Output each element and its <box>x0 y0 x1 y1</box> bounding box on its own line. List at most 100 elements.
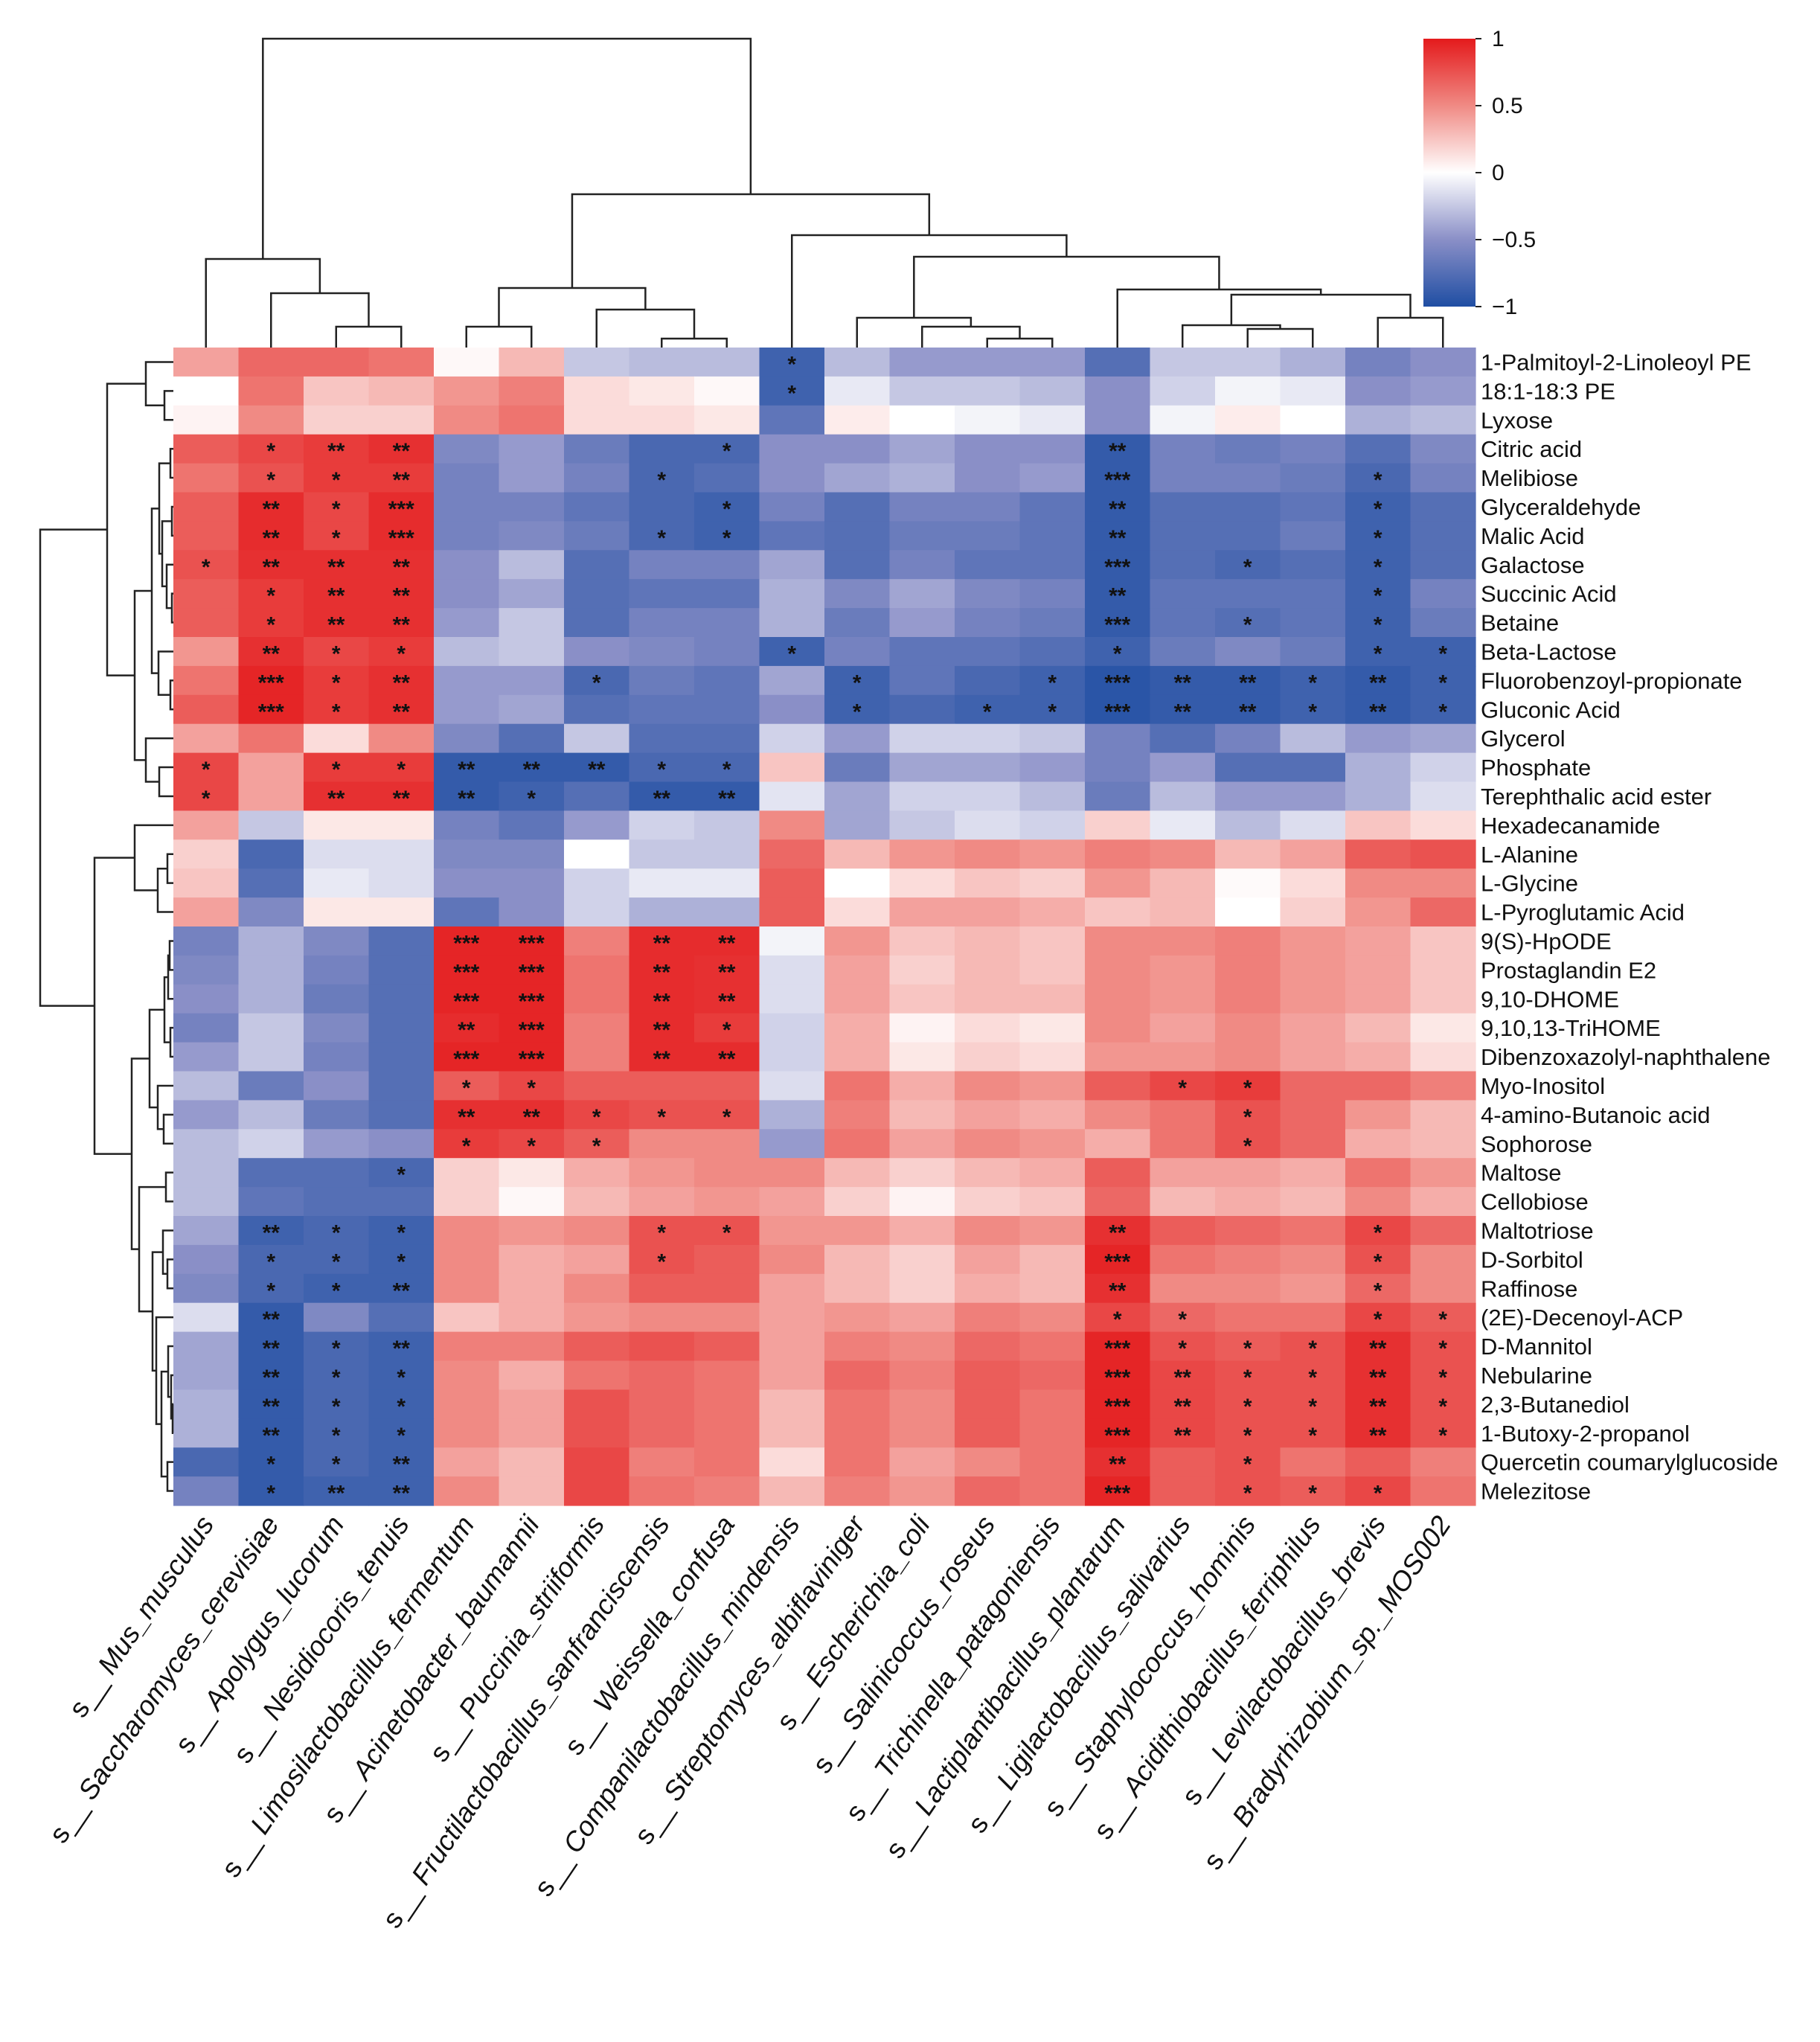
heatmap-cell <box>1410 955 1476 985</box>
row-label: Maltotriose <box>1481 1217 1594 1244</box>
heatmap-cell <box>1345 1360 1412 1390</box>
heatmap-cell <box>499 839 565 869</box>
dendrogram-branch <box>133 589 152 761</box>
heatmap-cell <box>368 1447 435 1477</box>
heatmap-cell <box>629 1158 695 1188</box>
significance-mark: * <box>1374 1482 1382 1506</box>
heatmap-cell <box>1410 839 1476 869</box>
heatmap-cell <box>629 1302 695 1333</box>
heatmap-cell <box>1150 665 1216 696</box>
heatmap-cell <box>1410 781 1476 811</box>
heatmap-cell <box>1215 868 1281 898</box>
significance-mark: * <box>1438 700 1447 724</box>
significance-mark: * <box>657 1220 666 1245</box>
significance-mark: * <box>722 439 731 464</box>
heatmap-cell <box>1150 694 1216 725</box>
heatmap-cell <box>955 405 1021 435</box>
heatmap-cell <box>759 579 825 609</box>
heatmap-cell <box>238 434 304 464</box>
heatmap-cell <box>564 376 630 406</box>
heatmap-cell <box>1280 1129 1346 1159</box>
row-label: Sophorose <box>1481 1131 1592 1157</box>
significance-mark: * <box>1374 1220 1382 1245</box>
dendrogram-branch <box>170 505 173 537</box>
heatmap-cell <box>1215 348 1281 377</box>
heatmap-cell <box>434 839 500 869</box>
heatmap-cell <box>564 1360 630 1390</box>
row-label: Raffinose <box>1481 1276 1577 1302</box>
heatmap-cell <box>1345 434 1412 464</box>
heatmap-cell <box>1150 1476 1216 1506</box>
heatmap-cell <box>173 752 240 783</box>
significance-mark: *** <box>519 1047 545 1072</box>
heatmap-cell <box>1410 463 1476 493</box>
significance-mark: ** <box>458 1105 475 1130</box>
heatmap-cell <box>1019 694 1086 725</box>
heatmap-cell <box>499 1476 565 1506</box>
heatmap-cell <box>955 868 1021 898</box>
heatmap-cell <box>238 897 304 927</box>
heatmap-cell <box>1345 1476 1412 1506</box>
heatmap-cell <box>1150 1216 1216 1246</box>
heatmap-cell <box>238 1476 304 1506</box>
heatmap-cell <box>889 1273 955 1304</box>
heatmap-cell <box>759 839 825 869</box>
heatmap-cell <box>173 723 240 754</box>
significance-mark: * <box>332 1453 341 1477</box>
heatmap-cell <box>368 376 435 406</box>
heatmap-cell <box>564 1302 630 1333</box>
heatmap-cell <box>173 926 240 956</box>
heatmap-cell <box>694 926 760 956</box>
significance-mark: * <box>1308 1424 1317 1448</box>
heatmap-cell <box>1215 1129 1281 1159</box>
heatmap-cell <box>1150 810 1216 840</box>
row-label: (2E)-Decenoyl-ACP <box>1481 1305 1683 1331</box>
heatmap-cell <box>499 608 565 638</box>
heatmap-cell <box>564 839 630 869</box>
row-label: 18:1-18:3 PE <box>1481 378 1615 404</box>
heatmap-cell <box>1280 1071 1346 1101</box>
heatmap-cell <box>629 608 695 638</box>
heatmap-cell <box>1410 723 1476 754</box>
heatmap-cell <box>1345 1418 1412 1448</box>
heatmap-cell <box>824 984 891 1014</box>
color-legend: 1 0.5 0 −0.5 −1 <box>1423 27 1536 319</box>
heatmap-cell <box>173 955 240 985</box>
heatmap-cell <box>824 348 891 377</box>
heatmap-cell <box>889 1187 955 1217</box>
significance-mark: * <box>332 1395 341 1419</box>
heatmap-cell <box>1150 1389 1216 1419</box>
significance-mark: *** <box>1104 1249 1130 1274</box>
heatmap-cell <box>1410 1273 1476 1304</box>
heatmap-cell <box>238 637 304 667</box>
heatmap-cell <box>173 665 240 696</box>
heatmap-cell <box>1019 579 1086 609</box>
heatmap-cell <box>434 984 500 1014</box>
heatmap-cell <box>1215 810 1281 840</box>
heatmap-cell <box>955 1129 1021 1159</box>
heatmap-cell <box>434 405 500 435</box>
heatmap-cell <box>824 1216 891 1246</box>
heatmap-cell <box>1345 752 1412 783</box>
heatmap-cell <box>1085 492 1151 522</box>
heatmap-cell <box>1019 897 1086 927</box>
significance-mark: * <box>397 1220 406 1245</box>
heatmap-cell <box>629 1100 695 1130</box>
heatmap-cell <box>824 434 891 464</box>
heatmap-cell <box>1280 1331 1346 1362</box>
heatmap-cell <box>173 405 240 435</box>
heatmap-cell <box>694 1447 760 1477</box>
heatmap-cell <box>694 897 760 927</box>
heatmap-cell <box>889 492 955 522</box>
significance-mark: * <box>1374 526 1382 551</box>
heatmap-cell <box>1215 723 1281 754</box>
heatmap-cell <box>1019 1302 1086 1333</box>
heatmap-cell <box>1345 376 1412 406</box>
heatmap-cell <box>629 376 695 406</box>
significance-mark: * <box>397 1249 406 1274</box>
heatmap-cell <box>238 1360 304 1390</box>
heatmap-cell <box>694 752 760 783</box>
heatmap-cell <box>1280 1447 1346 1477</box>
significance-mark: * <box>1113 1308 1122 1332</box>
heatmap-cell <box>1280 1042 1346 1072</box>
